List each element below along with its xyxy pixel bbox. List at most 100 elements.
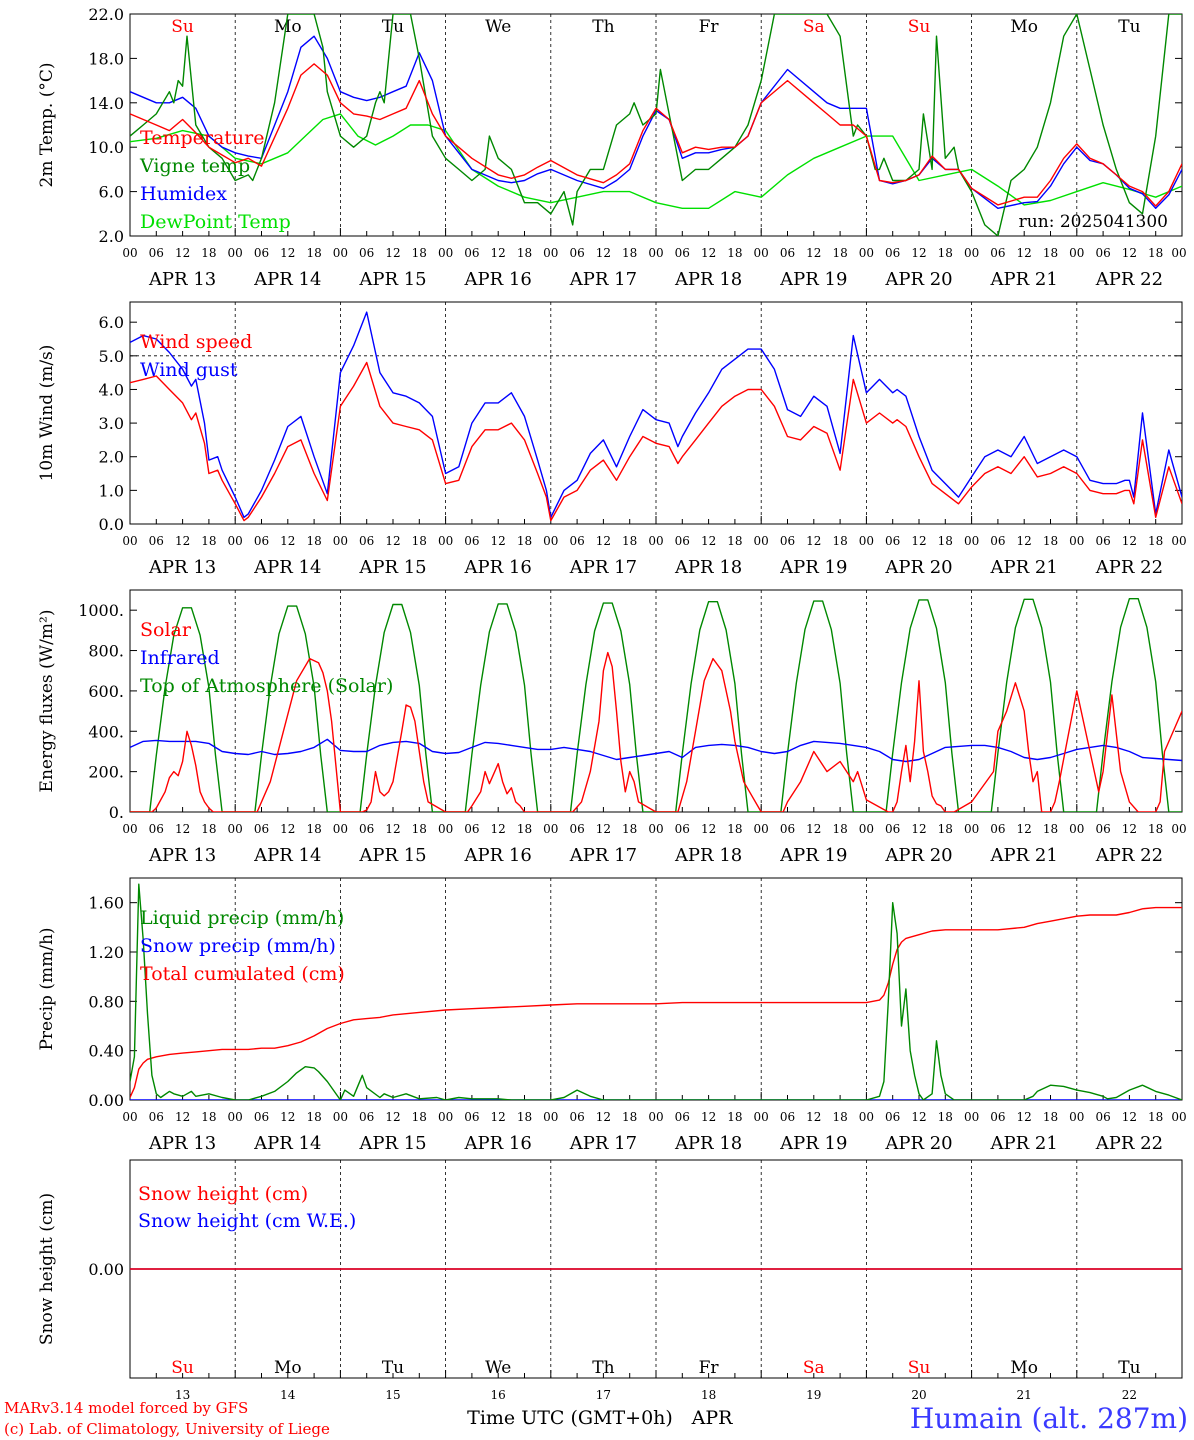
x-hour-label: 00 [648,822,663,836]
series-line-temperature [130,63,1182,207]
credit-line-2: (c) Lab. of Climatology, University of L… [4,1420,330,1438]
y-tick-label: 1.0 [99,481,124,500]
y-tick-label: 5.0 [99,347,124,366]
series-line-vigne-temp [130,14,1182,236]
x-hour-label: 18 [938,822,953,836]
x-hour-label: 12 [385,534,400,548]
x-hour-label: 00 [543,246,558,260]
x-hour-label: 00 [754,534,769,548]
weekday-label: Mo [1010,1358,1038,1378]
x-hour-label: 12 [596,822,611,836]
weekday-label: Su [171,17,194,37]
x-hour-label: 12 [385,1110,400,1124]
x-hour-label: 06 [149,822,164,836]
x-hour-label: 18 [517,1110,532,1124]
x-hour-label: 18 [1043,1110,1058,1124]
x-date-label: APR 22 [1095,845,1163,866]
x-hour-label: 00 [754,822,769,836]
x-date-label: APR 21 [990,557,1058,578]
x-month-label: APR [691,1407,734,1429]
x-hour-label: 00 [333,1110,348,1124]
x-hour-label: 18 [1043,246,1058,260]
x-hour-label: 12 [1017,534,1032,548]
x-date-label: APR 22 [1095,557,1163,578]
legend-entry: Wind gust [140,359,238,381]
x-hour-label: 18 [727,246,742,260]
y-tick-label: 2.0 [99,448,124,467]
series-group [130,883,1182,1100]
x-hour-label: 00 [1069,822,1084,836]
weekday-label: We [485,1358,511,1378]
x-hour-label: 18 [412,822,427,836]
day-number-label: 16 [491,1388,506,1402]
x-hour-label: 18 [412,246,427,260]
y-axis-label: 2m Temp. (°C) [37,62,57,187]
y-tick-label: 4.0 [99,380,124,399]
y-tick-label: 600. [88,682,124,701]
weekday-label: Fr [699,1358,720,1378]
x-date-label: APR 19 [779,1133,847,1154]
legend-entry: Snow height (cm) [138,1183,308,1205]
x-date-label: APR 17 [569,269,637,290]
x-hour-label: 12 [911,534,926,548]
x-hour-label: 12 [280,822,295,836]
x-hour-label: 12 [911,1110,926,1124]
weekday-label: Th [592,1358,614,1378]
x-hour-label: 12 [701,1110,716,1124]
x-hour-label: 12 [280,1110,295,1124]
x-hour-label: 00 [964,246,979,260]
x-axis-label: Time UTC (GMT+0h) [467,1407,673,1429]
x-hour-label: 12 [911,246,926,260]
x-hour-label: 18 [727,1110,742,1124]
legend-entry: Vigne temp [139,155,250,177]
x-hour-label: 18 [727,822,742,836]
x-hour-label: 06 [990,822,1005,836]
y-tick-label: 0.00 [88,1091,124,1110]
x-hour-label: 00 [228,822,243,836]
x-hour-label: 18 [1148,534,1163,548]
x-hour-label: 18 [517,822,532,836]
x-date-label: APR 20 [884,269,952,290]
x-hour-label: 12 [280,534,295,548]
x-hour-label: 18 [622,246,637,260]
legend-entry: Snow precip (mm/h) [140,935,336,957]
x-hour-label: 18 [1148,1110,1163,1124]
x-date-label: APR 21 [990,845,1058,866]
x-date-label: APR 15 [358,557,426,578]
series-group [130,311,1182,522]
x-hour-label: 06 [885,822,900,836]
x-hour-label: 18 [517,246,532,260]
x-date-label: APR 21 [990,269,1058,290]
series-line-wind-speed [130,361,1182,522]
x-hour-label: 00 [438,246,453,260]
y-tick-label: 2.0 [99,227,124,246]
x-hour-label: 00 [1171,246,1186,260]
x-date-label: APR 14 [253,845,321,866]
x-date-label: APR 22 [1095,1133,1163,1154]
x-date-label: APR 18 [674,1133,742,1154]
x-hour-label: 12 [806,534,821,548]
x-date-label: APR 16 [464,845,532,866]
x-hour-label: 06 [464,822,479,836]
x-hour-label: 12 [491,246,506,260]
day-number-label: 21 [1017,1388,1032,1402]
x-hour-label: 12 [385,822,400,836]
x-hour-label: 06 [254,534,269,548]
x-hour-label: 18 [1043,534,1058,548]
x-date-label: APR 19 [779,845,847,866]
x-hour-label: 00 [964,534,979,548]
weekday-label: Mo [1010,17,1038,37]
x-hour-label: 00 [754,1110,769,1124]
x-hour-label: 18 [1043,822,1058,836]
y-tick-label: 6.0 [99,313,124,332]
weekday-label: Mo [274,1358,302,1378]
x-hour-label: 06 [359,822,374,836]
x-hour-label: 18 [306,822,321,836]
x-hour-label: 18 [832,822,847,836]
x-hour-label: 12 [175,534,190,548]
x-hour-label: 00 [964,1110,979,1124]
x-date-label: APR 20 [884,845,952,866]
x-hour-label: 18 [622,1110,637,1124]
x-hour-label: 00 [333,534,348,548]
day-number-label: 18 [701,1388,716,1402]
